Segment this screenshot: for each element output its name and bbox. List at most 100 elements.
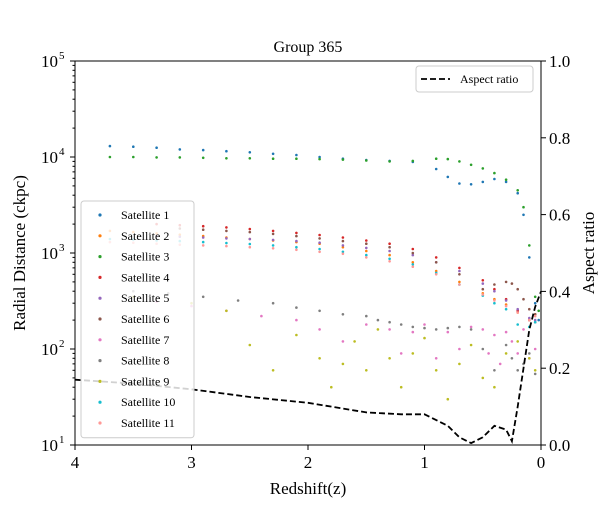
satellite-10-point	[533, 320, 537, 324]
satellite-5-point	[533, 318, 537, 322]
satellite-3-point	[516, 189, 519, 192]
satellite-10-point	[341, 250, 345, 254]
legend-aspect-ratio: Aspect ratio	[415, 65, 534, 93]
satellite-4-point	[411, 247, 415, 251]
satellite-8-point	[271, 301, 275, 305]
y2-tick-label: 0.2	[549, 359, 570, 378]
aspect-ratio-line	[74, 291, 542, 445]
satellite-3-point	[365, 159, 368, 162]
aspect-line-layer	[74, 291, 542, 445]
satellite-7-point	[423, 323, 426, 326]
satellite-1-point	[469, 183, 473, 186]
satellite-4-point	[341, 236, 345, 239]
satellite-11-point	[434, 273, 438, 276]
satellite-3-point	[434, 157, 438, 160]
satellite-6-point	[225, 229, 228, 233]
satellite-1-point	[225, 149, 228, 153]
y2-tick-label: 0.0	[549, 436, 570, 455]
satellite-7-point	[411, 330, 415, 334]
satellite-3-point	[248, 157, 252, 160]
satellite-5-point	[481, 282, 485, 285]
satellite-1-point	[201, 148, 205, 152]
satellite-9-point	[388, 357, 391, 360]
satellite-9-point	[434, 369, 438, 372]
y-tick-exponent: 2	[59, 338, 65, 350]
satellite-6-point	[510, 282, 514, 285]
satellite-7-point	[469, 325, 473, 329]
satellite-3-point	[108, 155, 112, 159]
satellite-3-point	[504, 178, 508, 181]
satellite-7-point	[493, 333, 496, 337]
satellite-7-point	[458, 347, 461, 351]
legend-label: Satellite 10	[121, 395, 175, 409]
satellite-9-point	[365, 369, 368, 372]
legend-label: Satellite 5	[121, 291, 169, 305]
y-tick-label: 10	[41, 436, 58, 455]
satellite-7-point	[399, 352, 403, 355]
satellite-8-point	[236, 299, 240, 302]
satellite-5-point	[295, 239, 298, 243]
y2-tick-label: 1.0	[549, 52, 570, 71]
satellite-1-point	[108, 144, 112, 148]
satellite-3-point	[271, 157, 275, 160]
satellite-4-point	[458, 266, 461, 270]
legend-marker	[98, 359, 102, 363]
y-tick-exponent: 1	[59, 434, 65, 446]
satellite-3-point	[225, 157, 228, 160]
satellite-6-point	[516, 287, 519, 291]
satellite-8-point	[510, 357, 514, 360]
y2-axis-label: Aspect ratio	[579, 212, 598, 295]
satellite-7-point	[388, 328, 391, 331]
y-tick-label: 10	[41, 52, 58, 71]
satellite-3-point	[132, 155, 135, 159]
satellite-5-point	[388, 249, 391, 253]
satellite-10-point	[516, 323, 519, 326]
legend-label: Satellite 4	[121, 270, 169, 284]
satellite-3-point	[537, 309, 540, 313]
satellite-6-point	[434, 261, 438, 264]
legend-marker	[98, 400, 102, 404]
x-axis-label: Redshift(z)	[270, 479, 346, 498]
legend-box	[415, 65, 534, 93]
satellite-6-point	[365, 242, 368, 245]
satellite-6-point	[295, 234, 298, 238]
y-tick-exponent: 5	[59, 50, 65, 62]
satellite-8-point	[295, 306, 298, 309]
satellite-7-point	[504, 330, 508, 334]
satellite-1-point	[481, 180, 485, 184]
satellite-11-point	[528, 318, 531, 322]
satellite-1-point	[516, 191, 519, 195]
legend-marker	[98, 234, 102, 238]
satellite-8-point	[365, 314, 368, 318]
satellite-11-point	[365, 256, 368, 259]
satellite-8-point	[469, 328, 473, 331]
legend-marker	[98, 255, 102, 259]
satellite-3-point	[295, 157, 298, 160]
satellite-6-point	[248, 230, 252, 234]
satellite-5-point	[248, 237, 252, 241]
satellite-3-point	[481, 167, 485, 170]
legend-marker	[98, 213, 102, 217]
satellite-10-point	[295, 245, 298, 249]
satellite-7-point	[365, 323, 368, 326]
satellite-9-point	[399, 385, 403, 389]
satellite-6-point	[533, 313, 537, 316]
satellite-1-point	[458, 182, 461, 185]
satellite-2-point	[341, 245, 345, 249]
chart-title: Group 365	[274, 39, 343, 56]
satellite-3-point	[469, 163, 473, 167]
satellite-7-point	[487, 352, 490, 355]
satellite-7-point	[318, 328, 321, 331]
satellite-7-point	[481, 328, 485, 331]
satellite-2-point	[458, 280, 461, 284]
satellite-10-point	[365, 253, 368, 257]
satellite-8-point	[533, 372, 537, 376]
satellite-8-point	[411, 325, 415, 329]
satellite-1-point	[178, 148, 182, 151]
y2-tick-label: 0.4	[549, 282, 571, 301]
satellite-1-point	[528, 256, 531, 259]
satellite-1-point	[248, 151, 252, 154]
satellite-5-point	[365, 246, 368, 250]
